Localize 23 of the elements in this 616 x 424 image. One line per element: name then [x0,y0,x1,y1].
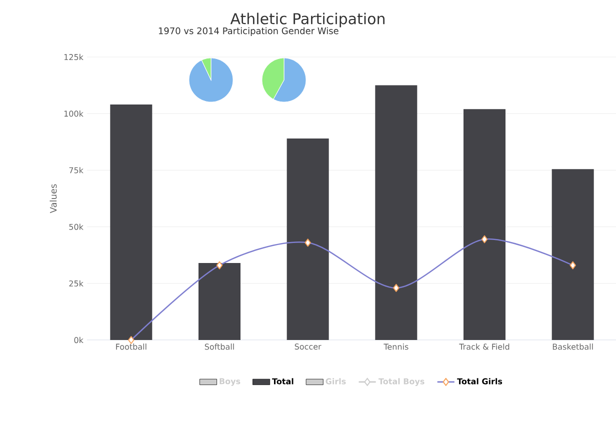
bar [286,138,329,340]
y-tick-label: 0k [74,336,84,344]
y-tick-label: 25k [69,280,84,286]
legend-label: Total Girls [457,378,502,384]
x-tick-label: Football [116,344,146,350]
y-tick-label: 75k [69,167,84,174]
x-tick-label: Tennis [384,344,408,350]
bar [552,169,594,340]
y-axis-title: Values [50,184,57,214]
x-tick-label: Track & Field [459,344,510,350]
x-tick-label: Softball [204,344,234,350]
bar [464,109,506,340]
y-tick-label: 100k [64,110,84,117]
y-tick-label: 50k [69,224,84,230]
chart-title: 1970 vs 2014 Participation Gender Wise [158,27,338,36]
bar [375,85,418,340]
chart-title: Athletic Participation [230,12,385,28]
legend-label: Total [272,378,294,384]
y-tick-label: 125k [64,54,84,60]
bar [110,104,152,340]
x-tick-label: Soccer [294,344,322,350]
bar [198,263,241,340]
x-tick-label: Basketball [552,344,593,350]
